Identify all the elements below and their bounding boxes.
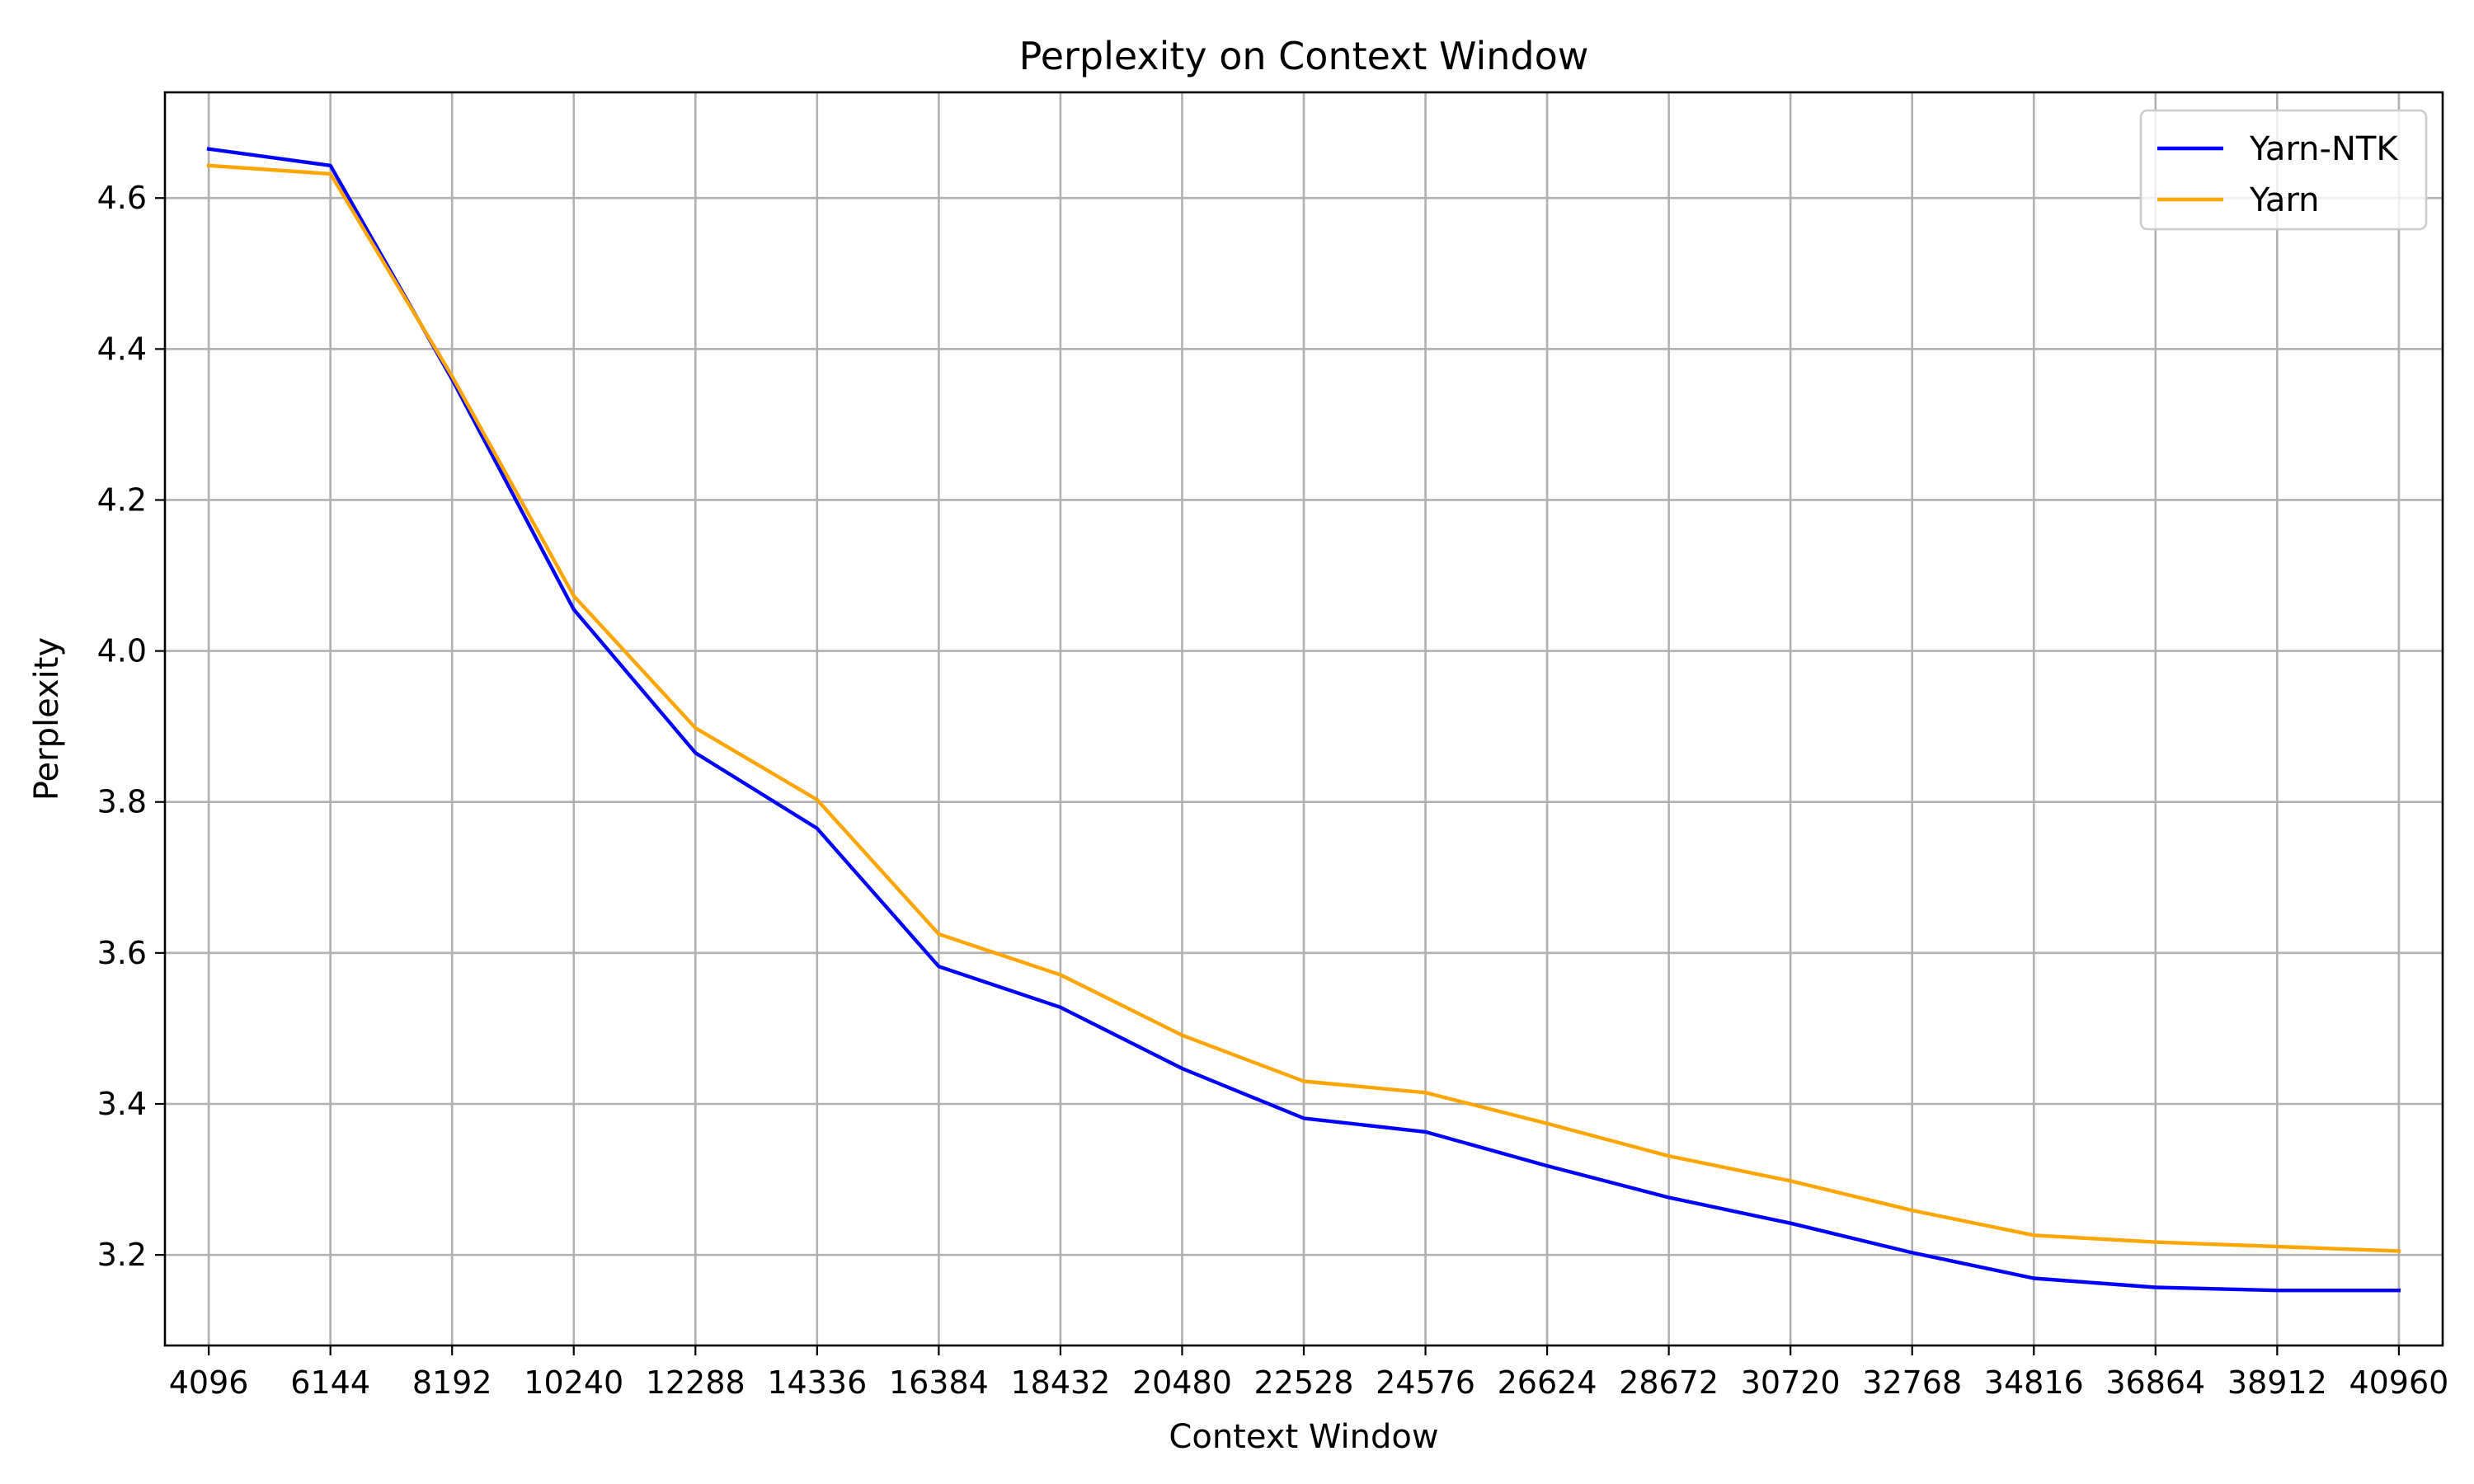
legend-label: Yarn [2249,181,2320,219]
x-axis-label: Context Window [1169,1418,1438,1456]
y-tick-label: 4.2 [97,481,147,518]
x-tick-label: 14336 [767,1364,867,1401]
x-tick-label: 30720 [1741,1364,1841,1401]
x-tick-label: 34816 [1984,1364,2084,1401]
chart-title: Perplexity on Context Window [1019,34,1589,78]
y-tick-label: 4.4 [97,331,147,367]
x-tick-label: 12288 [646,1364,745,1401]
x-tick-label: 16384 [889,1364,989,1401]
x-tick-label: 32768 [1862,1364,1962,1401]
x-tick-label: 8192 [412,1364,492,1401]
y-tick-label: 4.6 [97,180,147,216]
x-tick-label: 22528 [1254,1364,1354,1401]
legend: Yarn-NTK Yarn [2139,109,2428,231]
series-lines [206,147,2401,1293]
y-axis-label: Perplexity [28,637,66,801]
x-tick-label: 40960 [2349,1364,2448,1401]
y-tick-label: 3.2 [97,1237,147,1273]
grid [165,92,2443,1345]
y-tick-label: 3.8 [97,784,147,820]
x-tick-label: 18432 [1010,1364,1110,1401]
x-tick-label: 4096 [169,1364,249,1401]
y-tick-label: 4.0 [97,633,147,669]
x-tick-label: 6144 [290,1364,370,1401]
y-tick-label: 3.4 [97,1086,147,1122]
y-tick-label: 3.6 [97,935,147,971]
x-tick-label: 10240 [524,1364,623,1401]
x-tick-label: 26624 [1498,1364,1597,1401]
x-tick-label: 28672 [1619,1364,1719,1401]
x-tick-label: 24576 [1376,1364,1475,1401]
x-tick-label: 36864 [2105,1364,2205,1401]
x-tick-label: 20480 [1132,1364,1232,1401]
series-line-yarn [206,163,2401,1253]
x-tick-label: 38912 [2227,1364,2327,1401]
legend-label: Yarn-NTK [2249,130,2399,168]
axis-ticks: 4096 6144 8192 10240 12288 14336 16384 18432 204… [97,180,2449,1401]
series-line-yarn-ntk [206,147,2401,1293]
